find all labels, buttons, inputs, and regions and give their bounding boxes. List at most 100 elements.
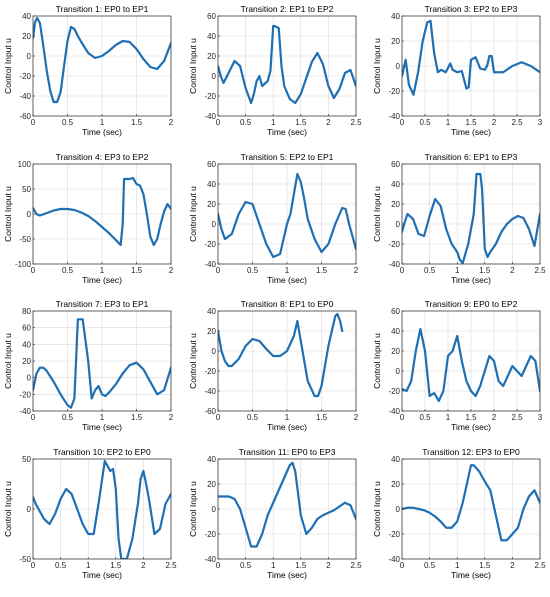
- y-tick-label: -50: [19, 235, 31, 244]
- chart-title: Transition 9: EP0 to EP2: [425, 299, 518, 309]
- y-tick-label: 0: [212, 72, 217, 81]
- y-axis-label: Control Input u: [3, 38, 13, 94]
- y-tick-label: 0: [396, 220, 401, 229]
- x-axis-label: Time (sec): [267, 422, 307, 432]
- y-axis-label: Control Input u: [372, 481, 382, 537]
- axes-box: [401, 163, 541, 265]
- y-tick-label: 20: [22, 357, 31, 366]
- y-tick-label: -40: [388, 260, 400, 269]
- x-tick-label: 1: [100, 413, 105, 422]
- x-tick-label: 0: [31, 118, 36, 127]
- x-tick-label: 1.5: [316, 266, 328, 275]
- y-tick-label: 20: [22, 32, 31, 41]
- x-tick-label: 2: [354, 266, 359, 275]
- y-tick-label: 40: [391, 12, 400, 21]
- y-tick-label: -20: [388, 530, 400, 539]
- x-tick-label: 2: [354, 413, 359, 422]
- series-line: [33, 16, 171, 104]
- y-tick-label: 40: [207, 180, 216, 189]
- series-line: [33, 318, 171, 409]
- chart-panel-7: 0 0.5 1 1.5 2 -40 -20 0 20 40 60 80 Transition 7: EP…: [3, 299, 174, 432]
- y-tick-label: -60: [19, 112, 31, 121]
- x-tick-label: 0: [400, 413, 405, 422]
- x-tick-label: 1.5: [131, 266, 143, 275]
- x-tick-label: 1: [100, 118, 105, 127]
- chart-title: Transition 11: EP0 to EP3: [239, 447, 336, 457]
- y-tick-label: 0: [396, 62, 401, 71]
- x-tick-label: 0.5: [424, 561, 436, 570]
- x-tick-label: 0: [216, 266, 221, 275]
- y-tick-label: 20: [391, 200, 400, 209]
- y-tick-label: 20: [391, 347, 400, 356]
- x-tick-label: 1: [285, 413, 290, 422]
- x-tick-label: 2: [492, 413, 497, 422]
- y-tick-label: -40: [204, 112, 216, 121]
- y-tick-label: -40: [19, 407, 31, 416]
- chart-title: Transition 8: EP1 to EP0: [241, 299, 334, 309]
- y-tick-label: 0: [212, 220, 217, 229]
- x-tick-label: 1: [271, 561, 276, 570]
- y-tick-label: 20: [391, 37, 400, 46]
- y-tick-label: 0: [396, 367, 401, 376]
- chart-panel-1: 0 0.5 1 1.5 2 -60 -40 -20 0 20 40 Transition 1: EP0…: [3, 4, 174, 137]
- series-line: [218, 172, 356, 259]
- y-tick-label: -20: [388, 387, 400, 396]
- y-tick-label: 100: [18, 160, 32, 169]
- x-tick-label: 0.5: [62, 118, 74, 127]
- x-tick-label: 0: [31, 561, 36, 570]
- y-tick-label: 60: [22, 324, 31, 333]
- y-tick-label: -20: [388, 87, 400, 96]
- x-tick-label: 0.5: [247, 266, 259, 275]
- y-tick-label: -20: [204, 240, 216, 249]
- x-tick-label: 0.5: [424, 266, 436, 275]
- x-axis-label: Time (sec): [267, 127, 307, 137]
- y-tick-label: -20: [19, 72, 31, 81]
- x-axis-label: Time (sec): [451, 422, 491, 432]
- x-tick-label: 2.5: [511, 413, 523, 422]
- x-tick-label: 0: [216, 118, 221, 127]
- y-tick-label: 50: [22, 185, 31, 194]
- x-tick-label: 0.5: [419, 413, 431, 422]
- x-tick-label: 2: [492, 118, 497, 127]
- x-axis-label: Time (sec): [82, 422, 122, 432]
- series-line: [218, 312, 344, 398]
- y-tick-label: 20: [207, 200, 216, 209]
- y-tick-label: -40: [204, 555, 216, 564]
- y-tick-label: 50: [22, 455, 31, 464]
- x-tick-label: 2.5: [534, 266, 546, 275]
- chart-panel-2: 0 0.5 1 1.5 2 2.5 -40 -20 0 20 40 60 Transition 2: E…: [188, 4, 362, 137]
- x-tick-label: 1.5: [110, 561, 122, 570]
- x-tick-label: 0.5: [62, 266, 74, 275]
- y-axis-label: Control Input u: [3, 481, 13, 537]
- chart-title: Transition 10: EP2 to EP0: [53, 447, 151, 457]
- x-tick-label: 0.5: [55, 561, 67, 570]
- y-tick-label: -20: [204, 92, 216, 101]
- x-tick-label: 2: [510, 561, 515, 570]
- y-tick-label: 0: [212, 505, 217, 514]
- y-tick-label: -40: [204, 387, 216, 396]
- chart-panel-8: 0 0.5 1 1.5 2 -60 -40 -20 0 20 40 Transition 8: EP1…: [188, 299, 359, 432]
- x-tick-label: 2: [326, 561, 331, 570]
- x-tick-label: 0: [400, 561, 405, 570]
- series-line: [402, 464, 540, 542]
- chart-title: Transition 7: EP3 to EP1: [56, 299, 149, 309]
- y-tick-label: -20: [204, 530, 216, 539]
- x-tick-label: 2: [169, 266, 174, 275]
- x-tick-label: 1.5: [465, 413, 477, 422]
- x-tick-label: 1.5: [479, 561, 491, 570]
- y-tick-label: 0: [27, 52, 32, 61]
- y-axis-label: Control Input u: [3, 186, 13, 242]
- y-tick-label: 40: [22, 340, 31, 349]
- y-tick-label: 40: [391, 455, 400, 464]
- series-line: [218, 24, 356, 105]
- x-tick-label: 1.5: [295, 118, 307, 127]
- series-line: [33, 459, 171, 559]
- x-tick-label: 1: [446, 118, 451, 127]
- x-axis-label: Time (sec): [451, 275, 491, 285]
- x-axis-label: Time (sec): [82, 275, 122, 285]
- y-tick-label: -60: [204, 407, 216, 416]
- x-tick-label: 2.5: [350, 118, 362, 127]
- y-tick-label: -40: [388, 555, 400, 564]
- x-tick-label: 0: [216, 413, 221, 422]
- chart-panel-3: 0 0.5 1 1.5 2 2.5 3 -40 -20 0 20 40 Transition 3: EP…: [372, 4, 543, 137]
